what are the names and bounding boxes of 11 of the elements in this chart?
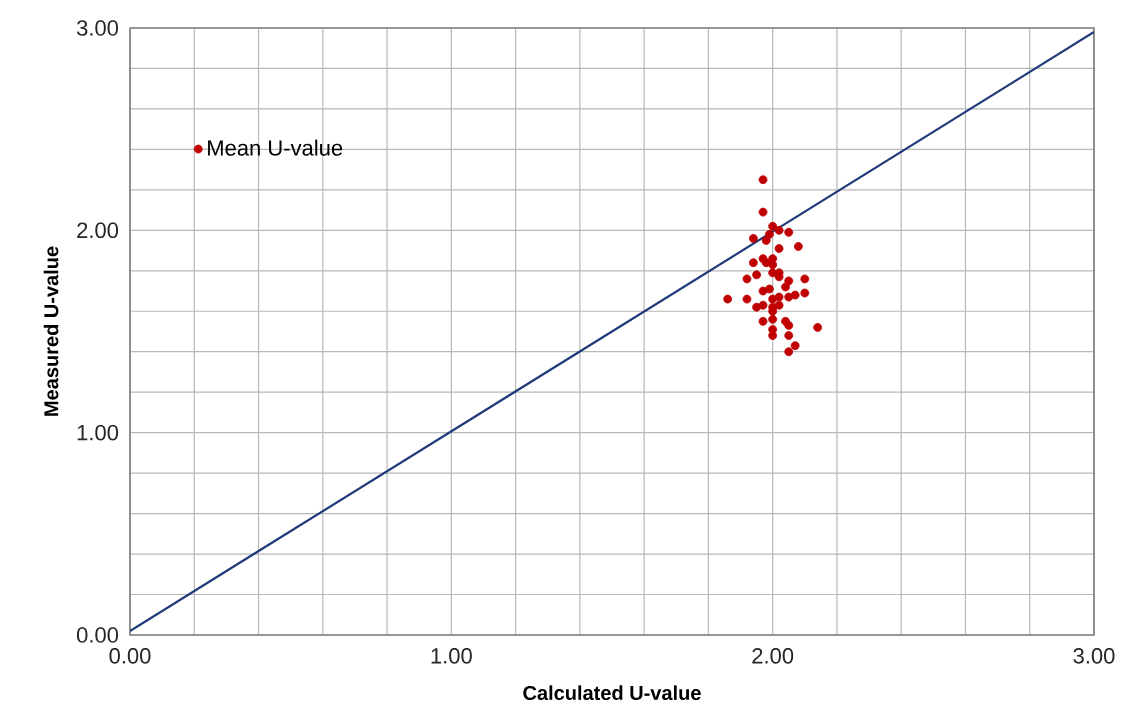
y-tick-label: 1.00 [77, 424, 119, 441]
x-tick-label: 0.00 [109, 648, 151, 664]
x-axis-title: Calculated U-value [523, 685, 701, 701]
legend-label: Mean U-value [208, 139, 343, 156]
y-tick-label: 3.00 [76, 20, 119, 36]
x-tick-label: 2.00 [752, 648, 794, 664]
y-tick-label: 2.00 [77, 222, 119, 239]
x-tick-label: 1.00 [431, 648, 472, 664]
x-tick-label: 3.00 [1073, 648, 1115, 664]
y-axis-title: Measured U-value [43, 246, 59, 416]
y-tick-label: 0.00 [76, 627, 119, 643]
